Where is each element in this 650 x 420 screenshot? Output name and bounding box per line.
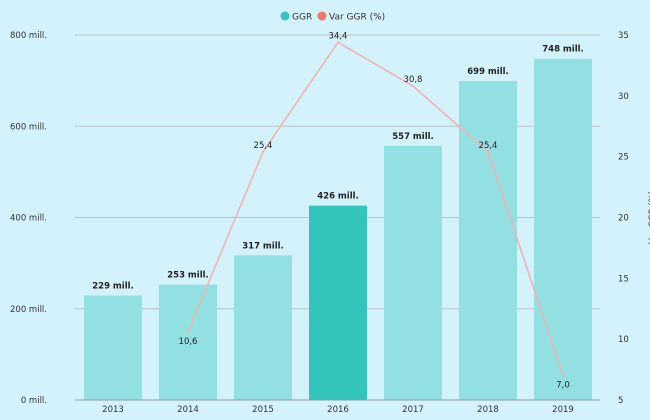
line-point <box>486 150 490 153</box>
bar <box>459 81 517 401</box>
bar <box>309 205 367 400</box>
bar-data-label: 426 mill. <box>317 192 359 202</box>
y-right-tick-label: 10 <box>618 335 629 345</box>
y-right-tick-label: 20 <box>618 214 629 224</box>
line-data-label: 30,8 <box>404 75 423 85</box>
y-left-tick-label: 0 mill. <box>21 396 47 406</box>
line-point <box>561 374 565 377</box>
x-tick-label: 2019 <box>552 405 574 415</box>
y-right-tick-label: 15 <box>618 274 629 284</box>
bar <box>234 255 292 400</box>
legend-var-ggr-marker <box>317 11 327 21</box>
x-tick-label: 2016 <box>327 405 349 415</box>
y-left-tick-label: 400 mill. <box>10 214 47 224</box>
bar <box>159 284 217 400</box>
y-right-tick-label: 5 <box>618 396 623 406</box>
line-point <box>411 84 415 88</box>
line-data-label: 7,0 <box>556 381 570 391</box>
line-point <box>186 330 190 334</box>
x-tick-label: 2014 <box>177 405 199 415</box>
x-tick-label: 2017 <box>402 405 424 415</box>
line-data-label: 34,4 <box>329 31 348 41</box>
x-tick-label: 2013 <box>102 405 124 415</box>
x-tick-label: 2015 <box>252 405 274 415</box>
y-right-axis-title: Var GGR (%) <box>648 191 650 244</box>
line-point <box>261 150 265 153</box>
y-left-tick-label: 800 mill. <box>10 31 47 41</box>
bar-data-label: 229 mill. <box>92 282 134 292</box>
bar-data-label: 748 mill. <box>542 45 584 55</box>
bar <box>84 295 142 400</box>
bar-data-label: 317 mill. <box>242 241 284 251</box>
line-data-label: 25,4 <box>254 141 273 151</box>
x-tick-label: 2018 <box>477 405 499 415</box>
line-series-var-ggr <box>187 41 564 376</box>
legend-var-ggr-label: Var GGR (%) <box>329 13 385 23</box>
y-left-tick-label: 600 mill. <box>10 122 47 132</box>
bar-data-label: 557 mill. <box>392 132 434 142</box>
y-left-tick-label: 200 mill. <box>10 305 47 315</box>
bar <box>534 58 592 400</box>
legend-ggr-marker <box>280 11 290 21</box>
y-right-tick-label: 30 <box>618 92 629 102</box>
bar-data-label: 699 mill. <box>467 67 509 77</box>
bar <box>384 145 442 400</box>
line-data-label: 10,6 <box>179 337 198 347</box>
line-point <box>336 41 340 44</box>
y-right-tick-label: 25 <box>618 153 629 163</box>
line-data-label: 25,4 <box>479 141 498 151</box>
legend-ggr-label: GGR <box>292 13 312 23</box>
y-right-tick-label: 35 <box>618 31 629 41</box>
bar-data-label: 253 mill. <box>167 271 209 281</box>
